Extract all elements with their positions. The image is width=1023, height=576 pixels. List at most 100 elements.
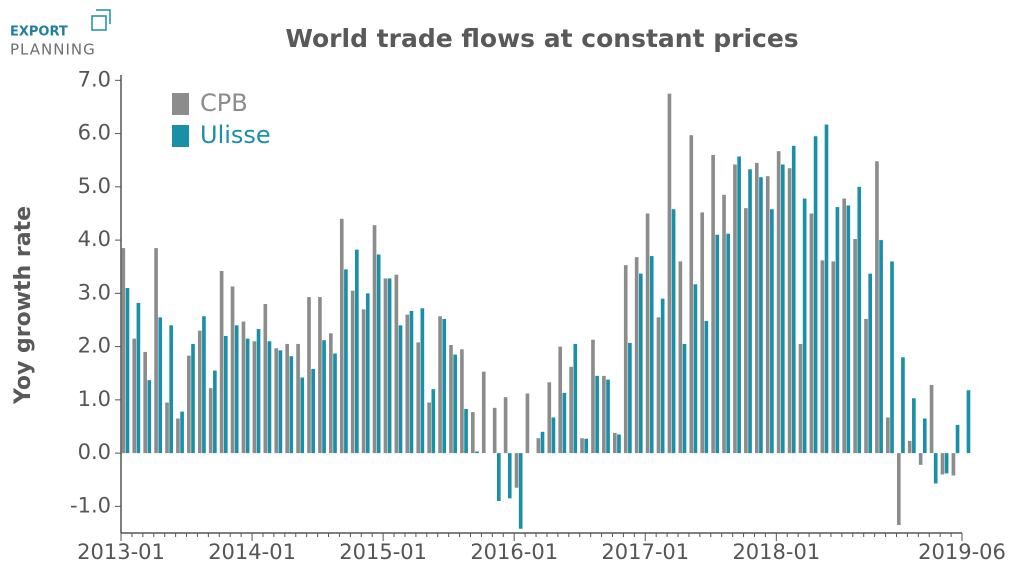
bar	[234, 325, 239, 454]
bar	[824, 124, 829, 454]
bar	[361, 309, 366, 454]
bar	[344, 269, 348, 454]
bar	[722, 194, 726, 454]
bar	[409, 310, 414, 454]
bar	[492, 407, 497, 454]
bar	[802, 198, 807, 454]
bar	[831, 261, 836, 454]
bar	[416, 342, 421, 454]
bar	[289, 356, 294, 454]
bar	[383, 278, 388, 454]
bar	[158, 317, 163, 454]
bar	[125, 288, 130, 454]
y-tick-label: 6.0	[78, 121, 111, 145]
bar	[835, 207, 840, 454]
bar	[329, 333, 333, 454]
bar	[591, 339, 595, 454]
bar	[693, 284, 698, 454]
x-tick-label: 2017-01	[601, 540, 689, 564]
bar	[667, 93, 672, 454]
bar	[813, 136, 818, 454]
bar	[285, 343, 289, 454]
bar	[733, 164, 737, 454]
bar	[241, 321, 246, 454]
bar	[857, 186, 862, 454]
bar	[355, 249, 359, 454]
bar	[754, 162, 759, 454]
bar	[846, 205, 851, 454]
bar	[787, 168, 792, 454]
bar	[569, 366, 573, 454]
bar	[431, 389, 436, 454]
bar	[912, 398, 916, 454]
bar	[481, 371, 486, 454]
bar	[322, 340, 326, 454]
bar	[132, 338, 137, 454]
bar	[737, 156, 741, 454]
bar	[853, 239, 857, 454]
bar	[940, 453, 945, 475]
bar	[311, 368, 315, 454]
bar	[868, 273, 873, 454]
bar	[333, 353, 337, 454]
bar	[798, 343, 803, 454]
bar	[453, 354, 457, 454]
legend-label: CPB	[200, 89, 248, 117]
bar	[580, 438, 584, 454]
bar	[842, 198, 847, 454]
bar	[649, 256, 654, 454]
bar	[518, 453, 523, 529]
legend-swatch	[172, 125, 189, 147]
bar	[678, 261, 683, 454]
bar	[573, 343, 578, 454]
bar	[438, 316, 442, 454]
bar	[245, 338, 250, 454]
y-tick-label: 7.0	[78, 67, 111, 91]
bar	[154, 248, 158, 454]
bar	[901, 357, 905, 454]
bar	[147, 380, 152, 454]
bar	[820, 260, 825, 454]
bar	[136, 302, 141, 454]
bar	[202, 316, 206, 454]
y-tick-label: 4.0	[78, 227, 111, 251]
y-tick-label: -1.0	[70, 493, 111, 517]
bar	[143, 351, 147, 454]
bar	[497, 453, 501, 502]
bar	[700, 212, 705, 454]
bar	[780, 164, 785, 454]
legend-swatch	[172, 93, 189, 115]
bar	[372, 225, 377, 454]
bar	[628, 342, 632, 454]
bar	[180, 411, 184, 454]
bar	[223, 335, 228, 454]
bar	[427, 402, 431, 454]
bar	[278, 350, 283, 454]
bar	[955, 424, 960, 454]
bar	[197, 330, 202, 454]
bar	[208, 388, 213, 454]
bar	[307, 297, 311, 454]
bar	[339, 218, 344, 454]
bar	[398, 325, 403, 454]
bar	[584, 438, 589, 454]
bar	[682, 343, 687, 454]
bar	[896, 453, 901, 526]
bar	[933, 453, 938, 484]
bar	[791, 145, 796, 454]
bar	[660, 298, 665, 454]
bar	[176, 418, 180, 454]
bar	[514, 453, 519, 488]
bar	[656, 317, 661, 454]
bar	[256, 329, 261, 454]
bar	[213, 370, 217, 454]
bar	[918, 453, 923, 465]
bar	[387, 278, 392, 454]
bar	[951, 453, 956, 476]
bar	[770, 209, 774, 454]
x-tick-label: 2018-01	[732, 540, 820, 564]
bar	[540, 431, 545, 454]
bar	[689, 135, 694, 454]
bar	[274, 348, 279, 454]
